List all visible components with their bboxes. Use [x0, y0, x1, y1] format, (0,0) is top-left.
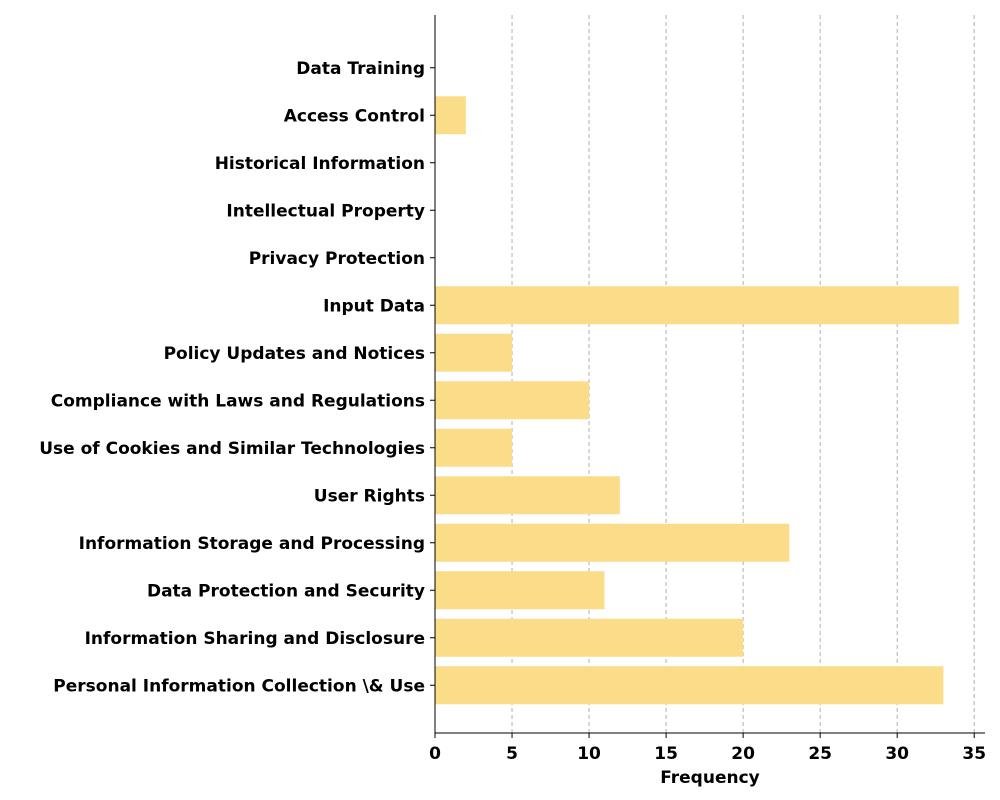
bar [435, 618, 744, 657]
y-tick-label: Personal Information Collection \& Use [53, 676, 425, 696]
x-tick-labels: 0 5 10 15 20 25 30 35 [429, 733, 986, 764]
x-tick-label: 20 [731, 744, 755, 764]
bar [435, 666, 944, 705]
y-tick-label: User Rights [314, 486, 425, 506]
y-tick-label: Access Control [284, 106, 425, 126]
y-tick-label: Historical Information [215, 154, 425, 174]
x-axis-title: Frequency [660, 768, 760, 788]
bar [435, 96, 466, 135]
bar [435, 381, 590, 420]
y-tick-labels: Personal Information Collection \& Use In… [39, 59, 435, 696]
bar [435, 333, 513, 372]
x-tick-label: 30 [885, 744, 909, 764]
x-tick-label: 0 [429, 744, 441, 764]
y-tick-label: Information Sharing and Disclosure [85, 629, 425, 649]
x-tick-label: 10 [577, 744, 601, 764]
bars [435, 96, 959, 705]
y-tick-label: Use of Cookies and Similar Technologies [39, 439, 425, 459]
bar [435, 523, 790, 562]
x-tick-label: 5 [506, 744, 518, 764]
bar [435, 571, 605, 610]
y-tick-label: Information Storage and Processing [79, 534, 425, 554]
x-tick-label: 15 [654, 744, 678, 764]
y-tick-label: Data Training [296, 59, 425, 79]
bar [435, 286, 959, 325]
bar [435, 428, 513, 467]
axes [434, 15, 985, 734]
y-tick-label: Policy Updates and Notices [164, 344, 425, 364]
x-tick-label: 25 [808, 744, 832, 764]
bar [435, 476, 620, 515]
y-tick-label: Privacy Protection [249, 249, 425, 269]
y-tick-label: Intellectual Property [226, 201, 425, 221]
grid-lines [511, 15, 975, 733]
y-tick-label: Data Protection and Security [147, 581, 425, 601]
y-tick-label: Input Data [323, 296, 425, 316]
y-tick-label: Compliance with Laws and Regulations [51, 391, 425, 411]
x-tick-label: 35 [962, 744, 986, 764]
